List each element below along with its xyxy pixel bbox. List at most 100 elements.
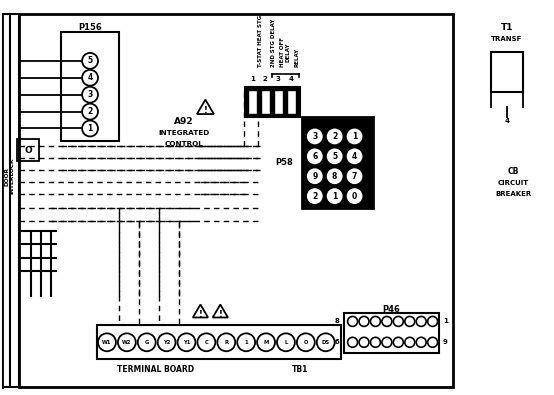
Text: L: L bbox=[284, 340, 288, 345]
Text: 0: 0 bbox=[352, 192, 357, 201]
Circle shape bbox=[416, 316, 426, 326]
Circle shape bbox=[82, 103, 98, 120]
Bar bbox=[491, 52, 522, 92]
Text: !: ! bbox=[218, 310, 222, 319]
Circle shape bbox=[393, 337, 403, 347]
Circle shape bbox=[382, 337, 392, 347]
Circle shape bbox=[118, 333, 136, 351]
Text: 1: 1 bbox=[443, 318, 448, 324]
Circle shape bbox=[326, 167, 343, 185]
Text: 4: 4 bbox=[88, 73, 93, 82]
Text: 3: 3 bbox=[312, 132, 317, 141]
Text: INTEGRATED: INTEGRATED bbox=[158, 130, 209, 136]
Bar bbox=[343, 314, 439, 353]
Text: 2: 2 bbox=[263, 76, 268, 82]
Text: 16: 16 bbox=[330, 339, 340, 345]
Bar bbox=[61, 32, 119, 141]
Text: O: O bbox=[304, 340, 308, 345]
Circle shape bbox=[297, 333, 315, 351]
Circle shape bbox=[326, 187, 343, 205]
Circle shape bbox=[428, 337, 438, 347]
Circle shape bbox=[306, 128, 324, 145]
Text: DS: DS bbox=[322, 340, 330, 345]
Text: 9: 9 bbox=[443, 339, 448, 345]
Bar bbox=[274, 90, 283, 114]
Text: P46: P46 bbox=[382, 305, 401, 314]
Circle shape bbox=[382, 316, 392, 326]
Text: T1: T1 bbox=[500, 23, 513, 32]
Text: 4: 4 bbox=[289, 76, 294, 82]
Text: 8: 8 bbox=[335, 318, 340, 324]
Circle shape bbox=[82, 120, 98, 136]
Text: 3: 3 bbox=[275, 76, 280, 82]
Text: TB1: TB1 bbox=[292, 365, 308, 374]
Circle shape bbox=[158, 333, 176, 351]
Circle shape bbox=[359, 316, 369, 326]
Circle shape bbox=[346, 128, 363, 145]
Circle shape bbox=[138, 333, 156, 351]
Circle shape bbox=[428, 316, 438, 326]
Text: P156: P156 bbox=[78, 23, 102, 32]
Circle shape bbox=[346, 187, 363, 205]
Circle shape bbox=[82, 53, 98, 69]
Bar bbox=[302, 117, 373, 208]
Circle shape bbox=[359, 337, 369, 347]
Text: W2: W2 bbox=[122, 340, 131, 345]
Text: 2: 2 bbox=[332, 132, 337, 141]
Text: Y1: Y1 bbox=[183, 340, 190, 345]
Text: BREAKER: BREAKER bbox=[495, 191, 532, 197]
Text: CB: CB bbox=[508, 167, 519, 176]
Bar bbox=[19, 14, 453, 387]
Text: 1: 1 bbox=[88, 124, 93, 133]
Text: 2ND STG DELAY: 2ND STG DELAY bbox=[270, 19, 275, 67]
Circle shape bbox=[237, 333, 255, 351]
Bar bbox=[245, 87, 300, 117]
Text: TERMINAL BOARD: TERMINAL BOARD bbox=[117, 365, 194, 374]
Circle shape bbox=[393, 316, 403, 326]
Text: O: O bbox=[24, 146, 32, 155]
Text: T-STAT HEAT STG: T-STAT HEAT STG bbox=[258, 15, 263, 67]
Text: CONTROL: CONTROL bbox=[164, 141, 203, 147]
Text: TRANSF: TRANSF bbox=[491, 36, 522, 42]
Bar bbox=[248, 90, 257, 114]
Bar bbox=[287, 90, 296, 114]
Circle shape bbox=[326, 147, 343, 165]
Bar bbox=[2, 14, 19, 387]
Text: 8: 8 bbox=[332, 172, 337, 181]
Circle shape bbox=[347, 316, 357, 326]
Text: M: M bbox=[264, 340, 269, 345]
Circle shape bbox=[98, 333, 116, 351]
Text: Y2: Y2 bbox=[163, 340, 170, 345]
Bar bbox=[18, 139, 39, 161]
Text: W1: W1 bbox=[102, 340, 112, 345]
Text: P58: P58 bbox=[275, 158, 293, 167]
Circle shape bbox=[326, 128, 343, 145]
Circle shape bbox=[347, 337, 357, 347]
Text: 4: 4 bbox=[352, 152, 357, 161]
Text: R: R bbox=[224, 340, 228, 345]
Bar bbox=[261, 90, 270, 114]
Circle shape bbox=[371, 316, 381, 326]
Text: 1: 1 bbox=[332, 192, 337, 201]
Text: G: G bbox=[145, 340, 149, 345]
Text: 4: 4 bbox=[504, 118, 509, 124]
Circle shape bbox=[405, 337, 415, 347]
Text: 2: 2 bbox=[312, 192, 317, 201]
Text: !: ! bbox=[198, 310, 202, 319]
Circle shape bbox=[257, 333, 275, 351]
Text: 1: 1 bbox=[244, 340, 248, 345]
Circle shape bbox=[306, 147, 324, 165]
Text: 3: 3 bbox=[88, 90, 93, 99]
Text: 5: 5 bbox=[332, 152, 337, 161]
Circle shape bbox=[405, 316, 415, 326]
Circle shape bbox=[197, 333, 216, 351]
Text: 6: 6 bbox=[312, 152, 317, 161]
Text: 1: 1 bbox=[352, 132, 357, 141]
Bar bbox=[97, 325, 341, 359]
Circle shape bbox=[82, 70, 98, 86]
Text: 2: 2 bbox=[88, 107, 93, 116]
Text: DOOR
INTERLOCK: DOOR INTERLOCK bbox=[4, 158, 15, 194]
Circle shape bbox=[416, 337, 426, 347]
Text: C: C bbox=[204, 340, 208, 345]
Text: 9: 9 bbox=[312, 172, 317, 181]
